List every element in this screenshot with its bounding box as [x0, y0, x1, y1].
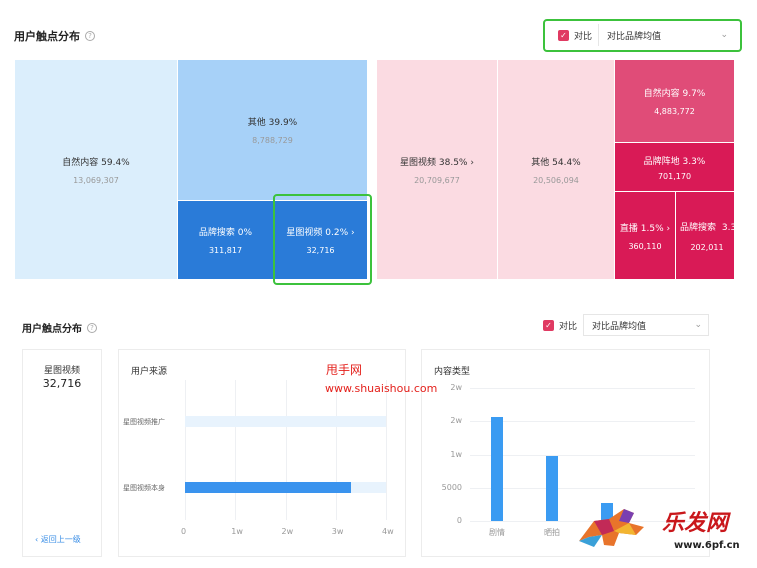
tile-label-pct: 3.3%	[721, 222, 745, 233]
watermark-url: www.shuaishou.com	[325, 382, 438, 395]
bar[interactable]	[491, 416, 503, 521]
treemap-tile[interactable]: 直播 1.5% › 360,110	[615, 192, 675, 279]
x-tick-label: 3w	[331, 527, 344, 536]
x-category-label: 晒拍	[544, 528, 560, 537]
tile-label-name: 品牌搜索	[680, 222, 717, 233]
compare-select-value: 对比品牌均值	[607, 31, 662, 42]
treemap-tile[interactable]: 自然内容 9.7% 4,883,772	[615, 60, 734, 142]
treemap-tile[interactable]: 品牌搜索 3.3% 202,011	[676, 192, 745, 279]
tile-value: 20,709,677	[414, 175, 460, 185]
x-tick-label: 1w	[231, 527, 243, 536]
compare-select[interactable]: 对比品牌均值 ⌄	[598, 24, 734, 46]
x-tick-label: 2w	[281, 527, 294, 536]
treemap-tile[interactable]: 品牌搜索 0% 311,817	[178, 201, 273, 279]
tile-value: 13,069,307	[73, 175, 119, 185]
y-tick-label: 5000	[441, 482, 462, 492]
tile-value: 311,817	[208, 246, 243, 255]
grid-line	[470, 388, 695, 389]
grid-line	[335, 380, 337, 520]
tile-label: 品牌搜索 0%	[198, 228, 253, 238]
grid-line	[470, 454, 695, 456]
tile-value: 360,110	[628, 241, 662, 251]
tile-label: 品牌阵地 3.3%	[643, 156, 706, 167]
card-title: 内容类型	[434, 367, 471, 377]
content-type-card: 内容类型 2w 2w 1w 5000 0 剧情 晒拍	[421, 349, 710, 557]
help-icon[interactable]: ?	[87, 322, 97, 333]
tile-label: 品牌搜索 3.3%	[680, 220, 745, 233]
treemap-tile-selected[interactable]: 星图视频 0.2% › 32,716	[274, 201, 367, 279]
back-link[interactable]: ‹ 返回上一级	[35, 535, 81, 544]
tile-value: 4,883,772	[654, 107, 695, 116]
grid-line	[185, 380, 186, 520]
highlight-frame-compare	[543, 19, 742, 52]
bar[interactable]	[546, 456, 558, 521]
bar-track	[185, 416, 386, 427]
tile-label: 星图视频 0.2% ›	[286, 228, 355, 238]
grid-line	[470, 421, 695, 423]
chevron-down-icon: ⌄	[720, 30, 729, 40]
y-category-label: 星图视频本身	[123, 484, 165, 492]
compare-label: 对比	[559, 321, 578, 332]
watermark-logo-url: www.6pf.cn	[674, 540, 740, 551]
summary-card: 星图视频 32,716 ‹ 返回上一级	[22, 349, 102, 557]
logo-icon	[574, 501, 654, 551]
bar[interactable]	[185, 482, 351, 493]
bar[interactable]	[601, 502, 613, 521]
grid-line	[470, 487, 695, 489]
y-tick-label: 2w	[450, 416, 462, 426]
x-tick-label: 0	[181, 527, 187, 536]
summary-value: 32,716	[42, 377, 82, 390]
tile-label: 其他 39.9%	[247, 118, 298, 128]
section-title-top: 用户触点分布 ?	[14, 28, 95, 44]
highlight-frame-tile	[273, 194, 372, 285]
compare-label: 对比	[574, 31, 593, 42]
help-icon[interactable]: ?	[85, 31, 95, 41]
tile-label: 直播 1.5% ›	[619, 223, 671, 234]
tile-value: 701,170	[657, 171, 692, 181]
grid-line	[386, 380, 387, 520]
y-tick-label: 0	[456, 516, 462, 525]
compare-control-bottom: ✓ 对比 对比品牌均值 ⌄	[543, 314, 710, 336]
user-source-card: 用户来源 0 1w 2w 3w 4w 星图视频推广 星图视频本身	[118, 349, 406, 557]
section-title-text: 用户触点分布	[14, 30, 80, 43]
compare-select-value: 对比品牌均值	[592, 321, 647, 332]
tile-label: 星图视频 38.5% ›	[400, 157, 474, 168]
grid-line	[470, 521, 695, 522]
y-tick-label: 1w	[450, 449, 462, 459]
summary-name: 星图视频	[43, 366, 80, 376]
compare-control: ✓ 对比 对比品牌均值 ⌄	[558, 24, 734, 46]
tile-value: 20,506,094	[533, 175, 579, 185]
treemap-tile[interactable]: 其他 39.9% 8,788,729	[178, 60, 367, 200]
tile-label: 自然内容 9.7%	[643, 89, 706, 99]
treemap-tile[interactable]: 星图视频 38.5% › 20,709,677	[377, 60, 497, 279]
watermark-brand: 甩手网	[326, 363, 363, 377]
tile-label: 其他 54.4%	[531, 157, 581, 168]
compare-checkbox[interactable]: ✓	[543, 319, 554, 331]
watermark-logo-text: 乐发网	[662, 510, 729, 536]
treemap-tile[interactable]: 其他 54.4% 20,506,094	[498, 60, 614, 279]
compare-select[interactable]: 对比品牌均值 ⌄	[583, 314, 710, 336]
y-category-label: 星图视频推广	[123, 418, 165, 426]
section-title-text: 用户触点分布	[22, 324, 82, 335]
tile-value: 202,011	[690, 242, 724, 252]
y-tick-label: 2w	[450, 383, 462, 392]
x-tick-label: 4w	[382, 527, 394, 536]
grid-line	[285, 380, 287, 520]
tile-value: 8,788,729	[252, 136, 293, 145]
x-category-label: 剧情	[489, 528, 505, 537]
section-title-bottom: 用户触点分布 ?	[22, 320, 97, 335]
treemap-tile[interactable]: 自然内容 59.4% 13,069,307	[15, 60, 177, 279]
compare-checkbox[interactable]: ✓	[558, 29, 569, 41]
treemap-tile[interactable]: 品牌阵地 3.3% 701,170	[615, 143, 734, 191]
tile-value: 32,716	[306, 246, 335, 255]
grid-line	[235, 380, 237, 520]
tile-label: 自然内容 59.4%	[62, 157, 130, 168]
card-title: 用户来源	[131, 367, 168, 377]
chevron-down-icon: ⌄	[694, 320, 703, 330]
